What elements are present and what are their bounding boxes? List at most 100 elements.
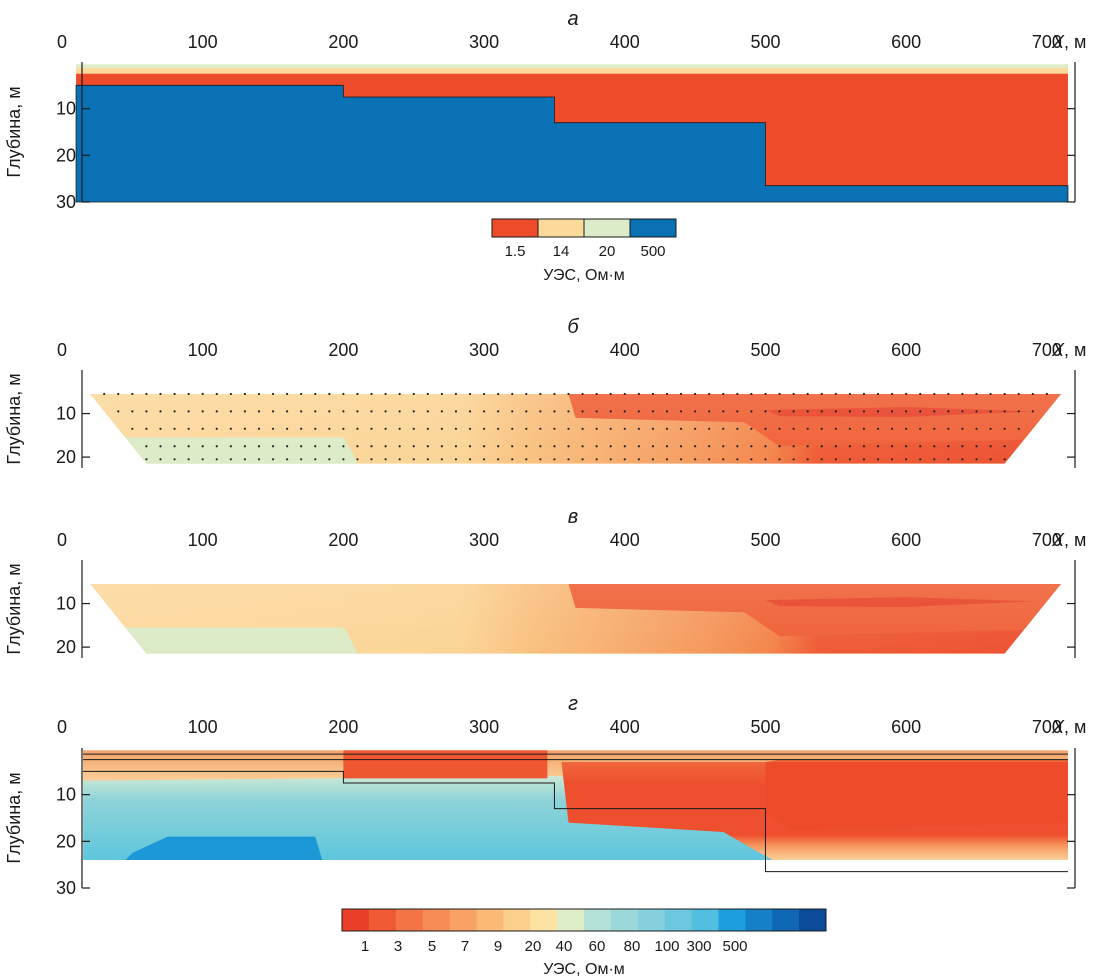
measurement-point: [328, 458, 331, 461]
measurement-point: [736, 392, 739, 396]
measurement-point: [173, 410, 176, 413]
measurement-point: [975, 427, 978, 430]
colorbar-cell: [422, 909, 450, 931]
y-tick-label: 20: [56, 831, 76, 851]
measurement-point: [497, 458, 500, 461]
measurement-point: [342, 458, 345, 461]
x-axis-name: X: [1051, 717, 1065, 737]
measurement-point: [792, 410, 795, 413]
measurement-point: [1003, 458, 1006, 461]
measurement-point: [300, 458, 303, 461]
measurement-point: [750, 427, 753, 430]
measurement-point: [145, 427, 148, 430]
measurement-point: [862, 458, 866, 461]
y-axis-label: Глубина, м: [4, 772, 24, 863]
measurement-point: [201, 445, 204, 448]
measurement-point: [905, 410, 908, 413]
measurement-point: [1031, 410, 1034, 413]
measurement-point: [412, 392, 415, 396]
measurement-point: [862, 392, 866, 396]
measurement-point: [595, 410, 598, 413]
measurement-point: [356, 445, 359, 448]
x-axis-unit: , м: [1064, 530, 1086, 550]
layer-2: [76, 68, 1068, 74]
colorbar-tick: 20: [599, 243, 616, 260]
panel-title: в: [568, 506, 578, 528]
measurement-point: [750, 445, 753, 448]
measurement-point: [567, 445, 570, 448]
measurement-point: [398, 392, 401, 396]
measurement-point: [384, 445, 387, 448]
measurement-point: [201, 427, 204, 430]
measurement-point: [651, 410, 655, 413]
measurement-point: [300, 427, 303, 430]
measurement-point: [778, 458, 781, 461]
measurement-point: [497, 445, 500, 448]
measurement-point: [862, 427, 866, 430]
measurement-point: [609, 427, 612, 430]
measurement-point: [187, 392, 190, 396]
measurement-point: [131, 392, 134, 396]
measurement-point: [961, 410, 964, 413]
measurement-point: [412, 427, 415, 430]
measurement-point: [736, 445, 739, 448]
x-tick-label: 200: [328, 717, 358, 737]
measurement-point: [286, 445, 289, 448]
x-tick-label: 400: [610, 32, 640, 52]
measurement-point: [1003, 392, 1006, 396]
panel-title: а: [567, 8, 578, 30]
measurement-point: [581, 458, 584, 461]
measurement-point: [131, 410, 134, 413]
measurement-point: [159, 427, 162, 430]
measurement-point: [834, 427, 837, 430]
measurement-point: [173, 445, 176, 448]
measurement-point: [539, 427, 542, 430]
measurement-point: [947, 410, 950, 413]
measurement-point: [145, 392, 148, 396]
measurement-point: [665, 427, 669, 430]
measurement-point: [314, 392, 317, 396]
x-tick-label: 700: [1032, 530, 1062, 550]
measurement-point: [595, 427, 598, 430]
measurement-point: [806, 410, 809, 413]
y-tick-label: 20: [56, 145, 76, 165]
measurement-point: [117, 410, 120, 413]
measurement-point: [567, 458, 570, 461]
measurement-point: [876, 427, 880, 430]
measurement-point: [764, 410, 767, 413]
measurement-point: [750, 458, 753, 461]
measurement-point: [553, 445, 556, 448]
measurement-point: [215, 458, 218, 461]
layer-1: [76, 64, 1068, 69]
measurement-point: [314, 445, 317, 448]
measurement-point: [370, 392, 373, 396]
measurement-point: [497, 392, 500, 396]
measurement-point: [679, 458, 683, 461]
measurement-point: [890, 392, 894, 396]
measurement-point: [398, 445, 401, 448]
measurement-point: [905, 445, 908, 448]
measurement-point: [229, 410, 232, 413]
measurement-point: [286, 410, 289, 413]
measurement-point: [370, 410, 373, 413]
x-tick-label: 300: [469, 340, 499, 360]
measurement-point: [271, 410, 275, 413]
measurement-point: [300, 410, 303, 413]
measurement-point: [848, 427, 851, 430]
section-shade: [90, 393, 1061, 464]
panel-title: г: [568, 693, 578, 715]
measurement-point: [834, 410, 837, 413]
measurement-point: [933, 410, 936, 413]
measurement-point: [947, 445, 950, 448]
measurement-point: [862, 410, 866, 413]
measurement-point: [271, 427, 275, 430]
x-tick-label: 0: [57, 32, 67, 52]
x-axis-name: X: [1051, 530, 1065, 550]
measurement-point: [173, 458, 176, 461]
measurement-point: [848, 410, 851, 413]
measurement-point: [792, 392, 795, 396]
measurement-point: [525, 458, 528, 461]
measurement-point: [637, 410, 640, 413]
measurement-point: [342, 410, 345, 413]
